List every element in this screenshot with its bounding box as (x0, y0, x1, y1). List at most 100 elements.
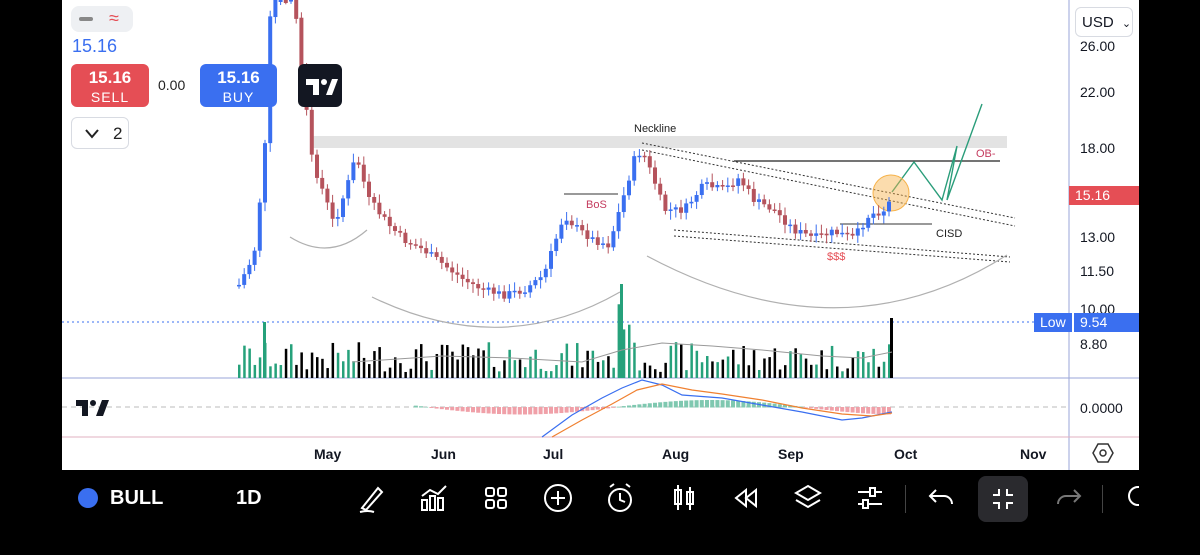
volume-bar (263, 322, 266, 378)
macd-line (541, 379, 893, 438)
candle (481, 288, 486, 290)
macd-bar (767, 403, 772, 408)
macd-bar (533, 407, 538, 415)
macd-bar (491, 407, 496, 414)
volume-bar (388, 367, 392, 378)
volume-bar (617, 304, 621, 378)
currency-select[interactable]: USD ⌄ (1075, 7, 1133, 37)
macd-bar (731, 400, 735, 408)
volume-bar (305, 369, 309, 378)
macd-bar (575, 407, 579, 412)
candles-icon[interactable] (666, 480, 702, 516)
volume-bar (550, 371, 553, 378)
candle (330, 202, 335, 219)
sell-button[interactable]: 15.16 SELL (71, 64, 149, 107)
macd-bar (725, 400, 730, 408)
volume-bar (716, 362, 719, 378)
volume-bar (425, 361, 428, 378)
candle (632, 156, 637, 181)
candle (455, 272, 460, 275)
candle (720, 185, 725, 187)
candle (621, 195, 626, 213)
volume-bar (799, 354, 803, 378)
candle (533, 280, 538, 286)
candle (273, 0, 278, 18)
replay-icon[interactable] (728, 480, 764, 516)
macd-bar (621, 406, 626, 408)
time-tick: Jun (431, 446, 456, 462)
macd-bar (538, 407, 543, 415)
redo-icon[interactable] (1050, 480, 1086, 516)
candle (299, 17, 304, 68)
candle (798, 230, 803, 234)
interval-button[interactable]: 1D (236, 487, 262, 509)
volume-bar (890, 318, 893, 378)
candle (398, 230, 403, 233)
volume-bar (643, 362, 647, 378)
pencil-icon[interactable] (354, 480, 390, 516)
settings-icon[interactable] (852, 480, 888, 516)
macd-bar (476, 407, 481, 413)
macd-bar (845, 407, 850, 413)
candle (341, 198, 345, 218)
candle (387, 216, 392, 227)
layouts-icon[interactable] (478, 480, 514, 516)
more-icon[interactable] (1120, 480, 1139, 516)
candle (356, 162, 361, 165)
candle (320, 177, 325, 189)
volume-bar (602, 360, 605, 378)
price-chart[interactable]: Neckline BoS CISD OB- $$$ (62, 0, 1139, 470)
candle (502, 291, 507, 299)
volume-bar (368, 364, 371, 378)
add-icon[interactable] (540, 480, 576, 516)
volume-bar (846, 368, 849, 378)
macd-bar (876, 407, 881, 415)
volume-bar (607, 356, 610, 378)
candle (746, 185, 751, 189)
indicators-icon[interactable] (416, 480, 452, 516)
macd-bar (445, 407, 449, 410)
liquidity-label: $$$ (827, 251, 845, 263)
candle (580, 225, 585, 231)
candle (824, 233, 829, 236)
macd-bar (798, 406, 803, 408)
candle (460, 274, 465, 279)
settings-hexagon-icon[interactable] (1092, 442, 1114, 469)
candle (278, 0, 283, 2)
candle (523, 292, 527, 294)
candle (689, 201, 694, 204)
candle (517, 290, 522, 294)
macd-bar (751, 401, 756, 408)
volume-bar (825, 369, 829, 378)
layers-icon[interactable] (790, 480, 826, 516)
macd-bar (585, 407, 590, 411)
undo-icon[interactable] (924, 480, 960, 516)
volume-bar (659, 371, 662, 378)
volume-bar (347, 349, 350, 378)
volume-bar (435, 353, 439, 378)
low-label-tag: Low (1034, 313, 1072, 332)
collapse-indicators-button[interactable]: 2 (71, 117, 129, 149)
candle (736, 178, 741, 186)
symbol-toggle[interactable]: ≈ (71, 6, 133, 32)
macd-bar (481, 407, 486, 414)
macd-bar (783, 404, 787, 408)
tradingview-logo (298, 64, 342, 107)
candle (512, 290, 517, 293)
volume-bar (628, 324, 631, 378)
volume-bar (706, 356, 709, 378)
candle (424, 248, 429, 254)
candle (788, 224, 793, 227)
volume-bar (258, 357, 262, 378)
macd-bar (803, 407, 808, 408)
fullscreen-exit-button[interactable] (978, 476, 1028, 522)
volume-bar (773, 348, 777, 378)
macd-bar (694, 400, 699, 408)
volume-bar (310, 352, 314, 378)
symbol-name[interactable]: BULL (110, 487, 164, 509)
alert-icon[interactable] (602, 480, 638, 516)
neckline-label: Neckline (634, 123, 676, 135)
volume-bar (321, 358, 324, 378)
volume-bar (690, 343, 693, 378)
buy-button[interactable]: 15.16 BUY (200, 64, 277, 107)
